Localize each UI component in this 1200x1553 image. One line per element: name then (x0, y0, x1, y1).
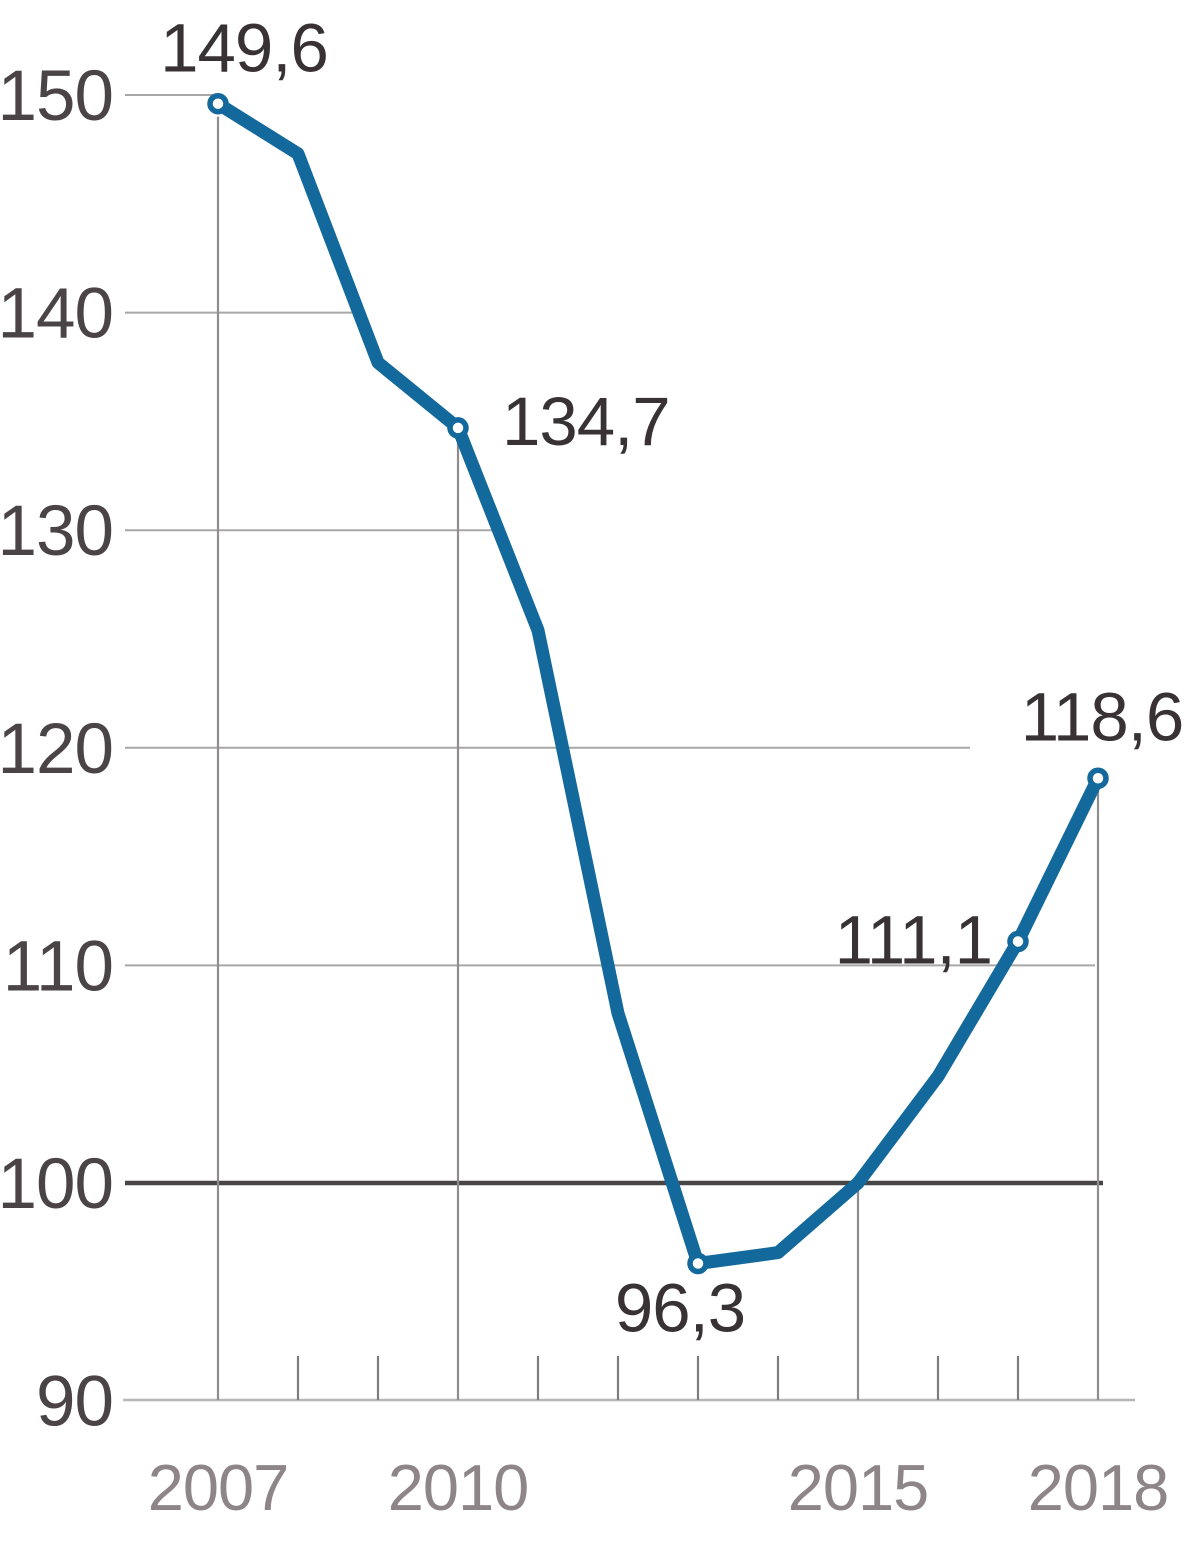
data-label-2018: 118,6 (1021, 678, 1184, 755)
data-point-marker-2013 (687, 1252, 709, 1275)
y-axis-label-110: 110 (3, 927, 113, 1006)
x-axis-label-2010: 2010 (388, 1451, 529, 1524)
data-label-2010: 134,7 (502, 383, 670, 460)
x-axis-label-2007: 2007 (148, 1451, 289, 1524)
data-point-marker-2017 (1007, 930, 1029, 953)
y-axis-label-130: 130 (0, 492, 113, 571)
y-axis-label-90: 90 (36, 1363, 113, 1442)
x-axis-label-2015: 2015 (788, 1451, 929, 1524)
y-axis-label-100: 100 (0, 1145, 113, 1224)
data-label-2013: 96,3 (615, 1270, 745, 1347)
x-axis-label-2018: 2018 (1028, 1451, 1169, 1524)
data-line (211, 97, 1105, 1270)
y-axis-label-140: 140 (0, 275, 113, 354)
data-point-marker-2018 (1087, 767, 1109, 790)
data-label-2017: 111,1 (835, 901, 992, 978)
y-axis-label-150: 150 (0, 57, 113, 136)
data-point-marker-2007 (207, 92, 229, 115)
data-label-2007: 149,6 (160, 10, 328, 87)
y-axis-label-120: 120 (0, 710, 113, 789)
data-point-marker-2010 (447, 417, 469, 439)
